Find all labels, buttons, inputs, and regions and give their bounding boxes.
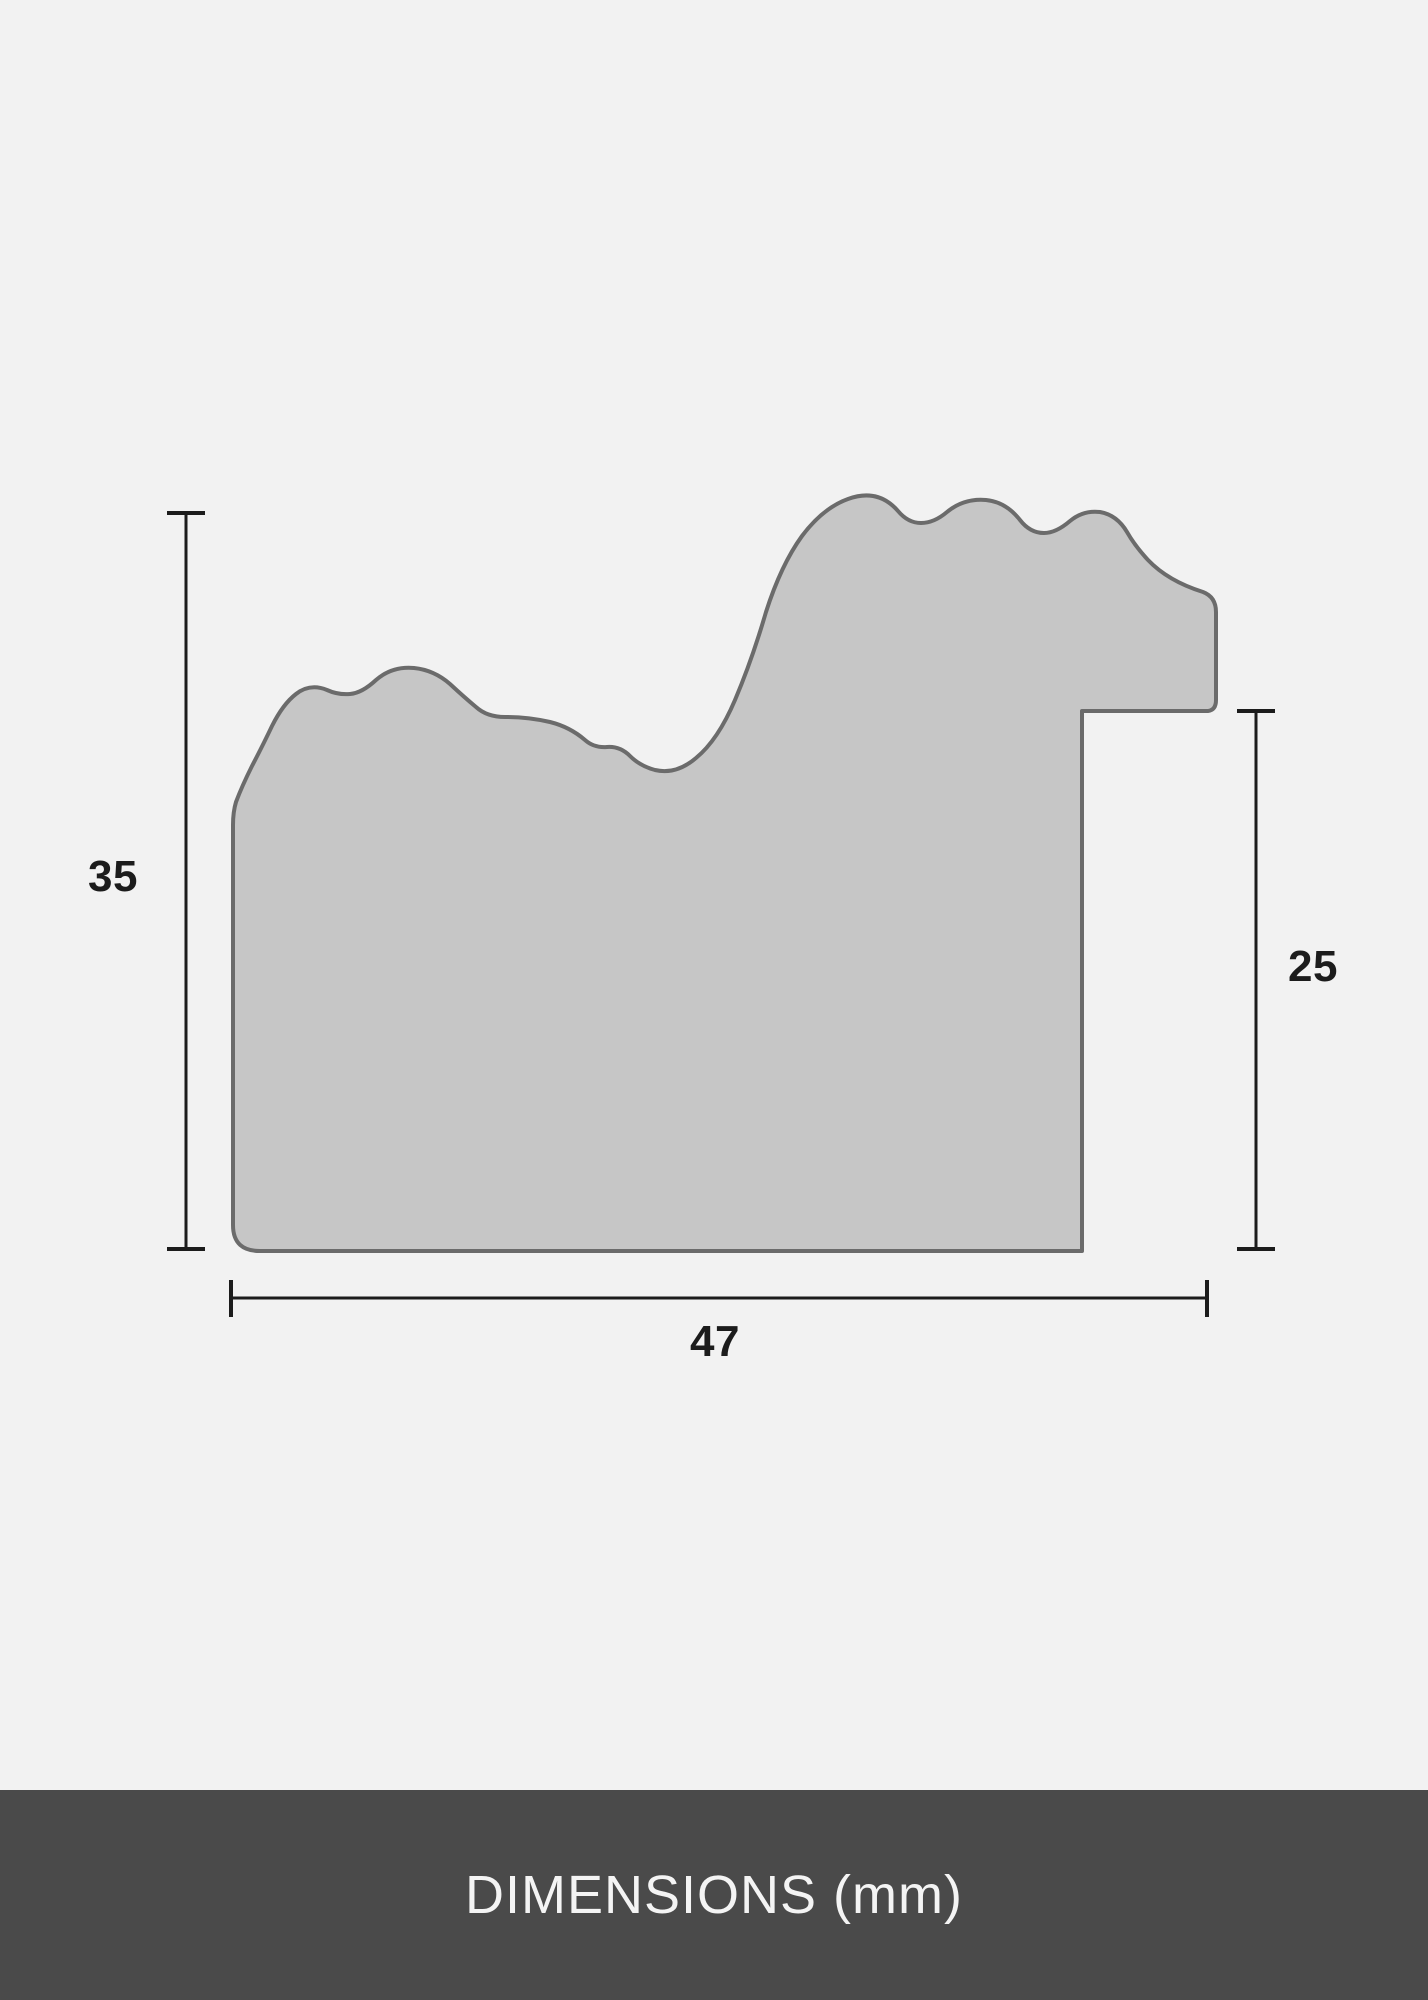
- dimension-height-35: [167, 511, 205, 1251]
- moulding-profile-shape: [231, 493, 1218, 1254]
- dimension-label-width: 47: [690, 1317, 740, 1366]
- drawing-canvas: 35 25 47: [88, 493, 1338, 1366]
- dimension-rabbet-25: [1237, 709, 1275, 1251]
- moulding-profile-drawing: [167, 493, 1275, 1317]
- dimension-label-rabbet: 25: [1288, 942, 1338, 991]
- dimension-label-height: 35: [88, 852, 138, 901]
- dimension-width-47: [229, 1280, 1209, 1317]
- footer-caption: DIMENSIONS (mm): [465, 1865, 963, 1925]
- footer-banner: DIMENSIONS (mm): [0, 1790, 1428, 2000]
